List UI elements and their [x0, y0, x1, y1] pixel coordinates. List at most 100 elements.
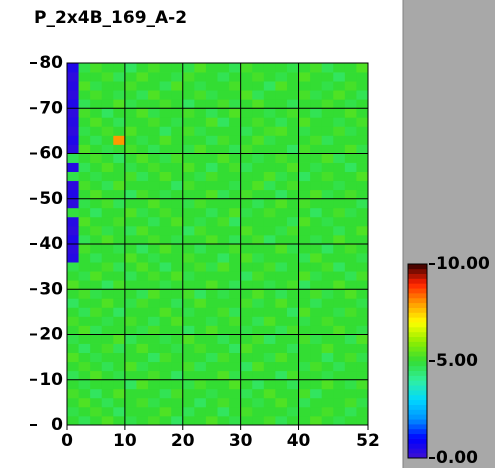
- heatmap-cell: [124, 397, 137, 408]
- heatmap-cell: [217, 180, 230, 191]
- colorbar-tick-label: 0.00: [436, 448, 478, 468]
- heatmap-cell: [298, 153, 311, 163]
- heatmap-cell: [310, 189, 323, 200]
- heatmap-cell: [136, 415, 149, 426]
- heatmap-cell: [171, 153, 184, 163]
- heatmap-cell: [159, 307, 172, 317]
- heatmap-cell: [171, 117, 184, 127]
- heatmap-cell: [171, 180, 184, 191]
- heatmap-cell: [159, 81, 172, 91]
- heatmap-cell: [286, 406, 299, 417]
- heatmap-cell: [148, 415, 161, 426]
- heatmap-cell: [344, 225, 357, 236]
- heatmap-cell: [217, 298, 230, 308]
- y-tick-label: 30: [39, 279, 63, 299]
- heatmap-cell: [240, 90, 253, 100]
- heatmap-cell: [217, 406, 230, 417]
- heatmap-cell: [333, 162, 346, 172]
- heatmap-cell: [344, 81, 357, 91]
- heatmap-cell: [263, 72, 276, 82]
- heatmap-cell: [321, 361, 334, 372]
- heatmap-cell: [148, 361, 161, 372]
- heatmap-cell: [263, 352, 276, 363]
- heatmap-cell: [298, 370, 311, 381]
- heatmap-cell: [286, 343, 299, 353]
- heatmap-cell: [252, 307, 265, 317]
- heatmap-cell: [90, 388, 103, 399]
- heatmap-cell: [171, 90, 184, 100]
- heatmap-cell: [136, 280, 149, 290]
- heatmap-cell: [275, 162, 288, 172]
- heatmap-cell: [78, 262, 91, 272]
- heatmap-cell: [217, 289, 230, 299]
- heatmap-cell: [286, 135, 299, 145]
- heatmap-cell: [286, 244, 299, 254]
- heatmap-cell: [263, 262, 276, 272]
- heatmap-cell: [101, 262, 114, 272]
- heatmap-cell: [90, 216, 103, 227]
- heatmap-cell: [101, 207, 114, 218]
- heatmap-cell: [333, 343, 346, 353]
- heatmap-cell: [101, 216, 114, 227]
- heatmap-cell: [90, 244, 103, 254]
- heatmap-cell: [148, 225, 161, 236]
- heatmap-cell: [286, 108, 299, 118]
- heatmap-cell: [113, 397, 126, 408]
- heatmap-cell: [124, 388, 137, 399]
- heatmap-cell: [252, 189, 265, 200]
- heatmap-cell: [263, 244, 276, 254]
- heatmap-cell: [113, 234, 126, 245]
- heatmap-cell: [321, 153, 334, 163]
- heatmap-cell: [205, 153, 218, 163]
- heatmap-cell: [205, 234, 218, 245]
- heatmap-cell: [78, 126, 91, 136]
- heatmap-cell: [333, 144, 346, 154]
- heatmap-cell: [240, 370, 253, 381]
- heatmap-cell: [182, 253, 195, 263]
- heatmap-cell: [229, 370, 242, 381]
- heatmap-cell: [333, 216, 346, 227]
- heatmap-cell: [194, 144, 207, 154]
- heatmap-cell: [286, 325, 299, 335]
- heatmap-cell: [205, 216, 218, 227]
- heatmap-cell: [275, 117, 288, 127]
- heatmap-cell: [275, 262, 288, 272]
- colorbar-band: [408, 336, 427, 342]
- heatmap-cell: [356, 379, 369, 390]
- heatmap-cell: [67, 81, 79, 91]
- heatmap-cell: [124, 198, 137, 209]
- heatmap-cell: [310, 271, 323, 281]
- heatmap-cell: [194, 253, 207, 263]
- heatmap-cell: [344, 316, 357, 326]
- heatmap-cell: [67, 289, 79, 299]
- heatmap-cell: [194, 234, 207, 245]
- heatmap-cell: [240, 307, 253, 317]
- heatmap-cell: [217, 135, 230, 145]
- heatmap-cell: [310, 126, 323, 136]
- heatmap-cell: [194, 334, 207, 344]
- colorbar-band: [408, 327, 427, 333]
- heatmap-cell: [113, 207, 126, 218]
- heatmap-cell: [217, 307, 230, 317]
- heatmap-cell: [113, 171, 126, 182]
- heatmap-cell: [263, 397, 276, 408]
- heatmap-cell: [101, 397, 114, 408]
- heatmap-cell: [333, 135, 346, 145]
- heatmap-cell: [333, 262, 346, 272]
- heatmap-cell: [136, 90, 149, 100]
- heatmap-cell: [275, 81, 288, 91]
- heatmap-cell: [310, 397, 323, 408]
- heatmap-cell: [252, 198, 265, 209]
- heatmap-cell: [240, 234, 253, 245]
- heatmap-cell: [356, 253, 369, 263]
- heatmap-cell: [182, 289, 195, 299]
- heatmap-cell: [263, 298, 276, 308]
- heatmap-cell: [333, 225, 346, 236]
- heatmap-cell: [159, 379, 172, 390]
- heatmap-cell: [159, 271, 172, 281]
- heatmap-cell: [171, 216, 184, 227]
- heatmap-cell: [124, 108, 137, 118]
- heatmap-cell: [356, 262, 369, 272]
- heatmap-cell: [356, 370, 369, 381]
- heatmap-cell: [344, 108, 357, 118]
